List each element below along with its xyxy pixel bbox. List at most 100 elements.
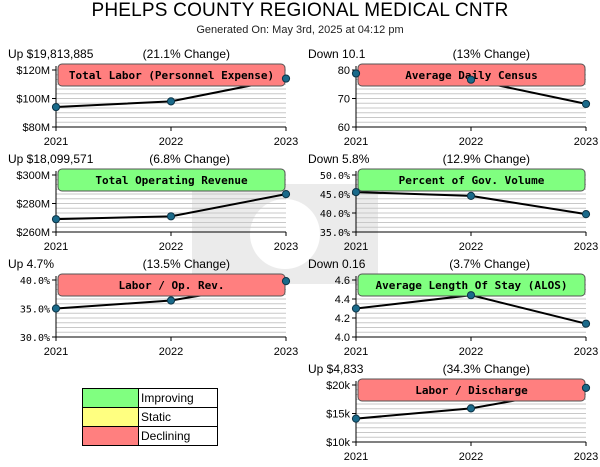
data-point — [581, 210, 591, 219]
legend-item-improving: Improving — [83, 389, 217, 408]
x-tick-label: 2022 — [459, 346, 483, 358]
metric-banner: Total Labor (Personnel Expense) — [57, 63, 286, 87]
metric-banner: Labor / Discharge — [357, 378, 586, 402]
line-chart: 35.0% 40.0% 45.0% 50.0% 2021 2022 2023 Percent … — [320, 168, 598, 253]
y-tick-label: $15k — [326, 409, 350, 421]
x-tick-label: 2021 — [344, 241, 368, 253]
data-point — [281, 277, 291, 286]
data-point — [51, 215, 61, 224]
data-point — [581, 319, 591, 328]
y-tick-label: 40.0% — [20, 276, 50, 287]
y-tick-label: 70 — [338, 94, 350, 106]
x-tick-label: 2022 — [459, 451, 483, 463]
x-tick-label: 2023 — [274, 346, 298, 358]
metric-panel-total-operating-revenue: Up $18,099,571 (6.8% Change) $260M $280M $30… — [0, 152, 298, 253]
data-point — [351, 188, 361, 197]
change-percent: (12.9% Change) — [442, 152, 530, 166]
y-tick-label: $120M — [16, 65, 50, 77]
change-summary: Down 5.8% — [308, 152, 370, 166]
y-tick-label: 45.0% — [320, 190, 350, 201]
data-point — [351, 414, 361, 423]
legend-label: Declining — [141, 429, 191, 443]
x-tick-label: 2021 — [344, 451, 368, 463]
change-summary: Up 4.7% — [8, 257, 55, 271]
legend-label: Static — [141, 410, 172, 424]
metric-title: Average Daily Census — [405, 69, 537, 82]
y-tick-label: 30.0% — [20, 333, 50, 344]
y-tick-label: $300M — [16, 170, 50, 182]
line-chart: 30.0% 35.0% 40.0% 2021 2022 2023 Labor / Op. R… — [20, 273, 298, 358]
x-tick-label: 2023 — [574, 346, 598, 358]
change-percent: (21.1% Change) — [142, 47, 230, 61]
y-tick-label: 4.2 — [335, 313, 350, 325]
x-tick-label: 2022 — [459, 241, 483, 253]
x-tick-label: 2023 — [574, 241, 598, 253]
change-percent: (6.8% Change) — [149, 152, 230, 166]
banner-box — [357, 168, 586, 192]
x-tick-label: 2021 — [44, 346, 68, 358]
y-tick-label: 4.6 — [335, 275, 350, 287]
data-point — [351, 69, 361, 78]
change-summary: Up $18,099,571 — [8, 152, 94, 166]
legend-swatch-static — [83, 408, 139, 426]
y-tick-label: $280M — [16, 199, 50, 211]
generated-timestamp: Generated On: May 3rd, 2025 at 04:12 pm — [196, 24, 404, 36]
y-tick-label: 80 — [338, 65, 350, 77]
metric-panel-labor-discharge: Up $4,833 (34.3% Change) $10k $15k $20k 2021 2… — [300, 362, 598, 463]
x-tick-label: 2021 — [44, 136, 68, 148]
data-point — [466, 191, 476, 201]
change-summary: Down 10.1 — [308, 47, 366, 61]
metric-panel-average-daily-census: Down 10.1 (13% Change) 60 70 80 2021 2022 2023 A… — [300, 47, 598, 148]
legend-item-static: Static — [83, 408, 217, 427]
line-chart: $260M $280M $300M 2021 2022 2023 Total Operati… — [16, 168, 298, 253]
metric-title: Labor / Discharge — [415, 384, 528, 397]
metric-banner: Total Operating Revenue — [57, 168, 286, 192]
change-percent: (13% Change) — [452, 47, 530, 61]
y-tick-label: 4.4 — [335, 294, 350, 306]
data-point — [581, 99, 591, 109]
banner-box — [57, 168, 286, 192]
change-summary: Up $4,833 — [308, 362, 364, 376]
x-tick-label: 2022 — [459, 136, 483, 148]
line-chart: 60 70 80 2021 2022 2023 Average Daily Census — [338, 63, 598, 148]
y-tick-label: 4.0 — [335, 332, 350, 344]
data-point — [51, 304, 61, 313]
legend-swatch-improving — [83, 389, 139, 407]
change-percent: (13.5% Change) — [142, 257, 230, 271]
metric-title: Total Labor (Personnel Expense) — [69, 69, 274, 82]
line-chart: $80M $100M $120M 2021 2022 2023 Total Labor (P… — [16, 63, 298, 148]
y-tick-label: $100M — [16, 94, 50, 106]
data-point — [466, 291, 476, 300]
data-point — [281, 74, 291, 83]
change-percent: (3.7% Change) — [449, 257, 530, 271]
data-point — [166, 212, 176, 221]
y-tick-label: $10k — [326, 437, 350, 449]
legend: Improving Static Declining — [82, 388, 218, 446]
data-point — [351, 304, 361, 313]
y-tick-label: 60 — [338, 122, 350, 134]
metric-title: Average Length Of Stay (ALOS) — [375, 279, 567, 292]
x-tick-label: 2021 — [344, 136, 368, 148]
data-point — [466, 75, 476, 84]
metric-title: Percent of Gov. Volume — [399, 174, 545, 187]
change-summary: Down 0.16 — [308, 257, 366, 271]
y-tick-label: 40.0% — [320, 209, 350, 220]
y-tick-label: $80M — [22, 122, 50, 134]
x-tick-label: 2021 — [344, 346, 368, 358]
metric-panel-labor-op-rev: Up 4.7% (13.5% Change) 30.0% 35.0% 40.0% 2021… — [0, 257, 298, 358]
x-tick-label: 2022 — [159, 346, 183, 358]
data-point — [166, 296, 176, 305]
page-title: PHELPS COUNTY REGIONAL MEDICAL CNTR — [91, 0, 509, 21]
y-tick-label: 35.0% — [20, 305, 50, 316]
data-point — [281, 189, 291, 199]
x-tick-label: 2022 — [159, 136, 183, 148]
x-tick-label: 2022 — [159, 241, 183, 253]
data-point — [581, 383, 591, 392]
x-tick-label: 2023 — [574, 136, 598, 148]
metric-panel-alos: Down 0.16 (3.7% Change) 4.0 4.2 4.4 4.6 2021 20… — [300, 257, 598, 358]
x-tick-label: 2023 — [274, 136, 298, 148]
legend-swatch-declining — [83, 427, 139, 445]
metric-panel-percent-gov-volume: Down 5.8% (12.9% Change) 35.0% 40.0% 45.0% 50… — [300, 152, 598, 253]
legend-label: Improving — [141, 391, 194, 405]
data-point — [166, 97, 176, 106]
